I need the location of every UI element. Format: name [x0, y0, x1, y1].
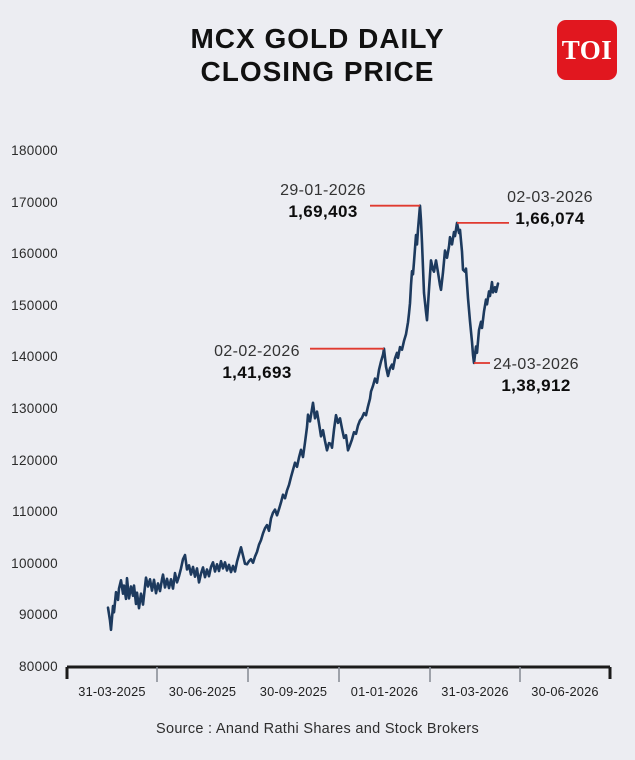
y-axis-tick-label: 140000	[11, 349, 58, 365]
y-axis-tick-label: 90000	[18, 607, 58, 623]
y-axis-tick-label: 150000	[11, 297, 58, 313]
y-axis-tick-label: 110000	[12, 504, 58, 520]
annotation-date: 02-03-2026	[507, 189, 593, 206]
x-axis-tick	[608, 667, 612, 679]
x-axis-tick-label: 31-03-2026	[441, 684, 509, 699]
toi-logo: TOI	[557, 20, 617, 80]
annotation-value: 1,41,693	[222, 363, 292, 382]
annotation-feb-level: 02-02-2026 1,41,693	[177, 342, 337, 383]
y-axis-tick-label: 100000	[11, 555, 58, 571]
x-axis-tick	[519, 667, 521, 682]
price-line	[106, 204, 500, 632]
y-axis-tick-label: 170000	[11, 194, 58, 210]
x-axis-tick-label: 01-01-2026	[350, 684, 419, 699]
annotation-mar-low: 24-03-2026 1,38,912	[456, 355, 616, 396]
annotation-date: 29-01-2026	[280, 182, 366, 199]
page-title: MCX GOLD DAILY CLOSING PRICE	[0, 22, 635, 88]
title-line-2: CLOSING PRICE	[200, 56, 435, 87]
annotation-date: 24-03-2026	[493, 356, 579, 373]
x-axis-tick-label: 31-03-2025	[78, 684, 146, 699]
x-axis-tick	[338, 667, 340, 682]
annotation-peak-mar: 02-03-2026 1,66,074	[470, 188, 630, 229]
x-axis-tick	[156, 667, 158, 682]
y-axis-tick-label: 120000	[11, 452, 58, 468]
x-axis-tick	[429, 667, 431, 682]
annotation-value: 1,66,074	[515, 209, 585, 228]
title-line-1: MCX GOLD DAILY	[190, 23, 445, 54]
x-axis-tick-label: 30-06-2025	[168, 684, 237, 699]
annotation-peak-jan: 29-01-2026 1,69,403	[243, 181, 403, 222]
y-axis-tick-label: 130000	[11, 401, 58, 416]
y-axis-tick-label: 160000	[11, 246, 58, 262]
x-axis-tick	[65, 667, 69, 679]
source-credit: Source : Anand Rathi Shares and Stock Br…	[155, 721, 479, 737]
annotation-date: 02-02-2026	[214, 343, 300, 360]
y-axis-tick-label: 80000	[18, 659, 58, 674]
annotation-value: 1,69,403	[288, 202, 358, 221]
x-axis-tick	[247, 667, 249, 682]
annotation-value: 1,38,912	[501, 376, 571, 395]
x-axis-tick-label: 30-06-2026	[531, 684, 599, 699]
x-axis-tick-label: 30-09-2025	[259, 684, 328, 699]
y-axis-tick-label: 180000	[11, 143, 58, 158]
